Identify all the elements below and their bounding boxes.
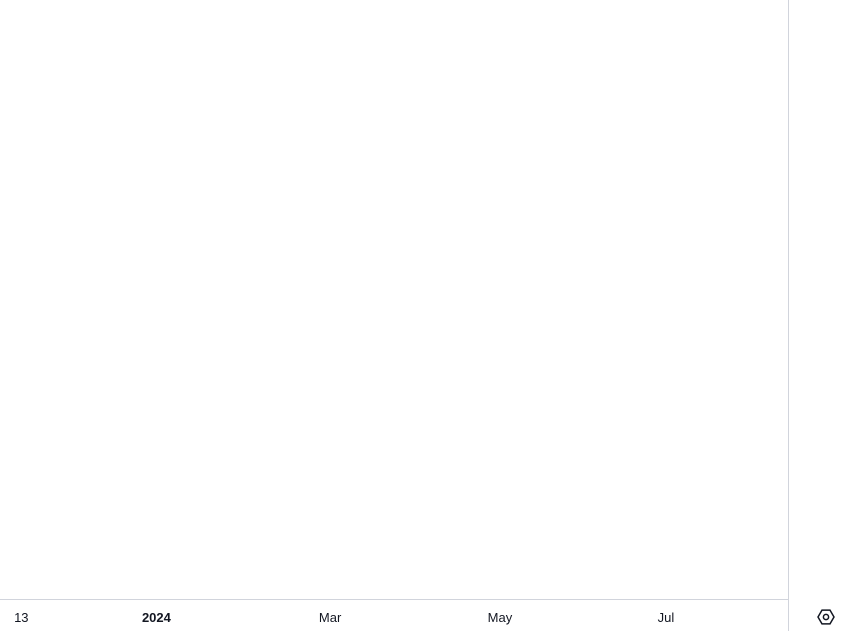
x-tick-label: Jul	[658, 610, 675, 625]
x-tick-label: 2024	[142, 610, 172, 625]
x-tick-label: May	[488, 610, 513, 625]
x-tick-label: Mar	[319, 610, 342, 625]
settings-button[interactable]	[816, 607, 836, 627]
hexagon-settings-icon[interactable]	[817, 609, 835, 625]
settings-icon-center	[822, 613, 830, 621]
time-axis[interactable]: 13 2024 Mar May Jul	[14, 610, 674, 625]
x-tick-label: 13	[14, 610, 28, 625]
